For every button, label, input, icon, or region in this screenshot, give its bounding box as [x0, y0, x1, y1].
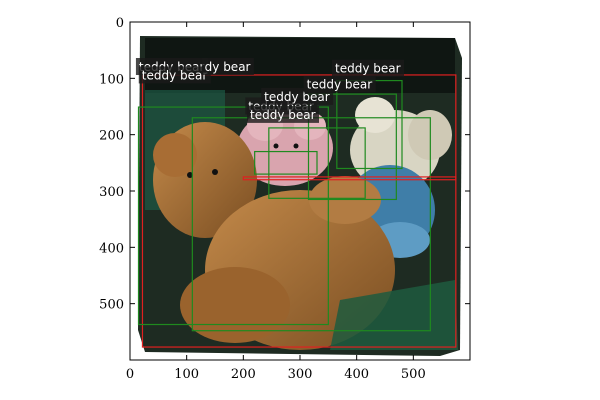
y-tick-label: 500 [99, 298, 124, 313]
box-label-text: teddy bear [264, 90, 330, 104]
prediction-box [254, 150, 318, 175]
box-label-text: teddy bear [335, 62, 401, 76]
box-label: teddy bear [332, 59, 404, 77]
y-tick-label: 200 [99, 129, 124, 144]
y-tick-label: 100 [99, 72, 124, 87]
box-label-background [303, 75, 376, 93]
y-tick-label: 300 [99, 185, 124, 200]
x-tick-label: 500 [401, 367, 426, 382]
prediction-box [307, 93, 397, 201]
ground-truth-box [242, 176, 457, 181]
box-label-text: teddy bear [307, 77, 373, 91]
box-label-background [332, 59, 404, 77]
x-axis-ticks: 0 100 200 300 400 500 [126, 22, 426, 382]
prediction-box [137, 106, 329, 326]
y-tick-label: 0 [116, 16, 124, 31]
box-label: teddy bear [247, 105, 319, 123]
box-label-background [201, 58, 254, 76]
x-tick-label: 200 [231, 367, 256, 382]
box-label-background [138, 66, 211, 84]
y-axis-ticks: 0 100 200 300 400 500 [99, 16, 470, 313]
box-label-text: teddy bear [250, 108, 316, 122]
ground-truth-box [141, 74, 457, 348]
x-tick-label: 300 [288, 367, 313, 382]
box-label-text: dy bear [205, 60, 251, 74]
x-tick-label: 0 [126, 367, 134, 382]
x-tick-label: 400 [344, 367, 369, 382]
box-label: dy bear [201, 58, 254, 76]
prediction-box [268, 127, 366, 199]
y-tick-label: 400 [99, 241, 124, 256]
box-label: teddy bear [138, 66, 211, 84]
box-label-background [247, 105, 319, 123]
box-label-text: teddy bear [142, 68, 208, 82]
box-label: teddy bear [303, 75, 376, 93]
x-tick-label: 100 [174, 367, 199, 382]
